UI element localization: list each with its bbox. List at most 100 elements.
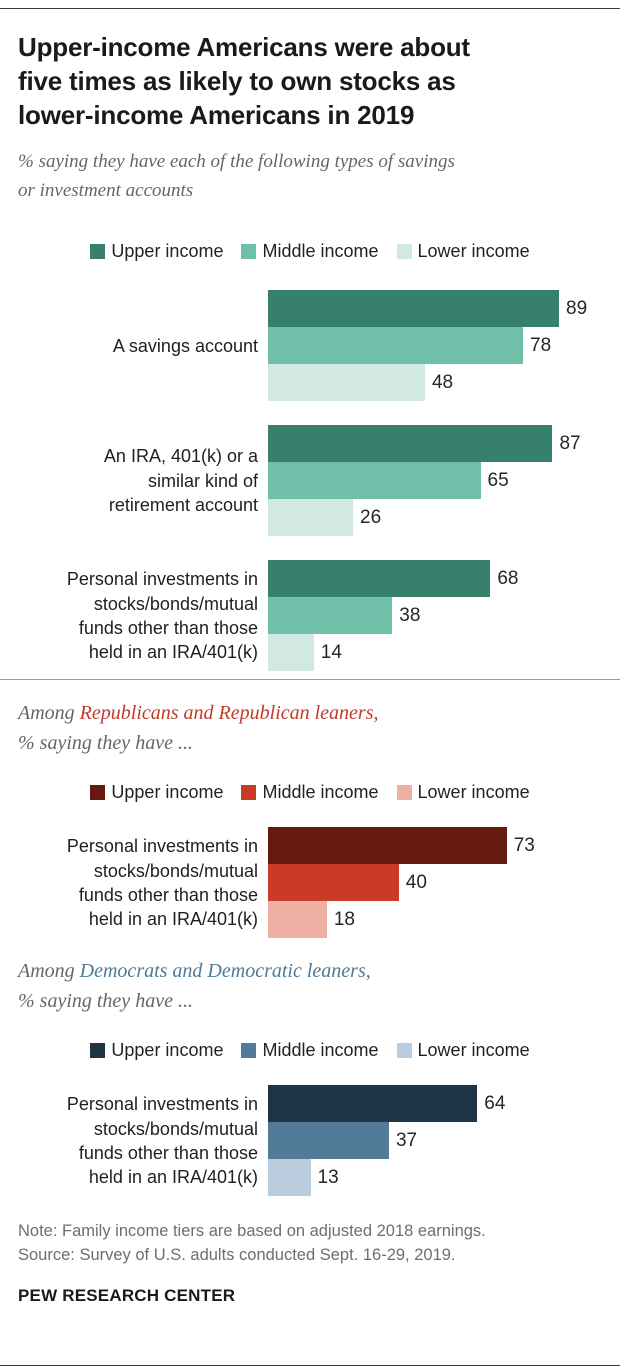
bar-row: 87 xyxy=(268,425,602,463)
party-sections: Among Republicans and Republican leaners… xyxy=(0,698,620,1306)
legend-swatch xyxy=(90,244,106,260)
bar-row: 65 xyxy=(268,462,602,500)
democrat-section-header: Among Democrats and Democratic leaners, … xyxy=(18,956,602,1016)
bar xyxy=(268,634,314,672)
bar-row: 78 xyxy=(268,327,602,365)
bar xyxy=(268,425,553,463)
bar-row: 18 xyxy=(268,901,602,939)
bar-value: 68 xyxy=(497,567,519,589)
bar xyxy=(268,499,354,537)
category-label: Personal investments in stocks/bonds/mut… xyxy=(66,569,258,663)
republican-bar-chart: Personal investments in stocks/bonds/mut… xyxy=(18,827,602,939)
legend-label: Lower income xyxy=(417,782,530,803)
income-legend: Upper income Middle income Lower income xyxy=(18,241,602,264)
bar-row: 73 xyxy=(268,827,602,865)
note-text: Note: Family income tiers are based on a… xyxy=(18,1222,486,1241)
legend-swatch xyxy=(396,1043,412,1059)
page-title: Upper-income Americans were about five t… xyxy=(18,32,470,130)
bar-group: An IRA, 401(k) or a similar kind of reti… xyxy=(18,425,602,537)
bar-row: 37 xyxy=(268,1122,602,1160)
bar-cluster: 73 40 18 xyxy=(268,827,602,939)
bar-row: 26 xyxy=(268,499,602,537)
bar-value: 37 xyxy=(395,1129,418,1151)
bar xyxy=(268,597,393,635)
republican-header-prefix: Among xyxy=(18,702,80,725)
bar-value: 14 xyxy=(320,641,342,663)
bar xyxy=(268,864,399,902)
bar-group: Personal investments in stocks/bonds/mut… xyxy=(18,827,602,939)
bar xyxy=(268,560,491,598)
bar xyxy=(268,901,327,939)
category-label: Personal investments in stocks/bonds/mut… xyxy=(66,836,258,930)
democrat-header-prefix: Among xyxy=(18,960,80,983)
legend-item: Lower income xyxy=(396,782,530,803)
legend-label: Middle income xyxy=(262,1040,379,1061)
bar-value: 73 xyxy=(513,834,535,856)
legend-swatch xyxy=(90,1043,106,1059)
bar xyxy=(268,1085,478,1123)
democrat-legend: Upper income Middle income Lower income xyxy=(18,1040,602,1063)
bar xyxy=(268,364,425,402)
category-label: An IRA, 401(k) or a similar kind of reti… xyxy=(103,446,258,516)
bar xyxy=(268,327,524,365)
democrat-header-line2: % saying they have ... xyxy=(18,990,193,1013)
bar-row: 68 xyxy=(268,560,602,598)
republican-section-header: Among Republicans and Republican leaners… xyxy=(18,698,602,758)
bar xyxy=(268,290,560,328)
legend-item: Middle income xyxy=(241,1040,379,1061)
republican-chart-block: Upper income Middle income Lower income Pe… xyxy=(18,782,602,939)
pew-research-center-wordmark: PEW RESEARCH CENTER xyxy=(18,1286,236,1306)
republican-header-highlight: Republicans and Republican leaners, xyxy=(79,702,379,725)
bar-value: 26 xyxy=(360,506,382,528)
bar-row: 64 xyxy=(268,1085,602,1123)
bar xyxy=(268,462,481,500)
bar-value: 89 xyxy=(566,297,588,319)
bar-value: 65 xyxy=(487,469,509,491)
legend-item: Middle income xyxy=(241,782,379,803)
income-bar-chart: A savings account 89 78 48 An IRA, 401(k) or… xyxy=(18,290,602,672)
top-rule xyxy=(0,8,620,9)
bar-row: 14 xyxy=(268,634,602,672)
bar-cluster: 89 78 48 xyxy=(268,290,602,402)
section-divider xyxy=(0,679,620,681)
bar-value: 87 xyxy=(559,432,581,454)
bar-value: 38 xyxy=(399,604,421,626)
democrat-bar-chart: Personal investments in stocks/bonds/mut… xyxy=(18,1085,602,1197)
legend-item: Upper income xyxy=(90,241,223,262)
legend-swatch xyxy=(241,244,257,260)
chart-header-section: Upper-income Americans were about five t… xyxy=(0,31,620,672)
legend-item: Upper income xyxy=(90,1040,223,1061)
legend-swatch xyxy=(241,785,257,801)
bar-cluster: 68 38 14 xyxy=(268,560,602,672)
bar-group: Personal investments in stocks/bonds/mut… xyxy=(18,1085,602,1197)
bar-cluster: 64 37 13 xyxy=(268,1085,602,1197)
legend-label: Lower income xyxy=(417,241,530,262)
bar-cluster: 87 65 26 xyxy=(268,425,602,537)
bar-row: 48 xyxy=(268,364,602,402)
legend-label: Upper income xyxy=(111,782,224,803)
democrat-header-highlight: Democrats and Democratic leaners, xyxy=(79,960,371,983)
legend-item: Upper income xyxy=(90,782,223,803)
legend-label: Upper income xyxy=(111,1040,224,1061)
bar xyxy=(268,1159,311,1197)
category-label: A savings account xyxy=(112,335,258,356)
democrat-chart-block: Upper income Middle income Lower income Pe… xyxy=(18,1040,602,1197)
bar-value: 40 xyxy=(405,871,427,893)
bar xyxy=(268,1122,389,1160)
source-text: Source: Survey of U.S. adults conducted … xyxy=(18,1246,456,1265)
bar-row: 89 xyxy=(268,290,602,328)
bar xyxy=(268,827,507,865)
legend-label: Upper income xyxy=(111,241,224,262)
category-label: Personal investments in stocks/bonds/mut… xyxy=(66,1094,258,1188)
legend-swatch xyxy=(396,244,412,260)
legend-item: Lower income xyxy=(396,1040,530,1061)
legend-item: Lower income xyxy=(396,241,530,262)
bar-value: 78 xyxy=(530,334,552,356)
bar-value: 13 xyxy=(317,1166,339,1188)
legend-label: Lower income xyxy=(417,1040,530,1061)
bar-group: A savings account 89 78 48 xyxy=(18,290,602,402)
legend-swatch xyxy=(396,785,412,801)
bar-value: 64 xyxy=(484,1092,506,1114)
legend-item: Middle income xyxy=(241,241,379,262)
legend-swatch xyxy=(90,785,106,801)
